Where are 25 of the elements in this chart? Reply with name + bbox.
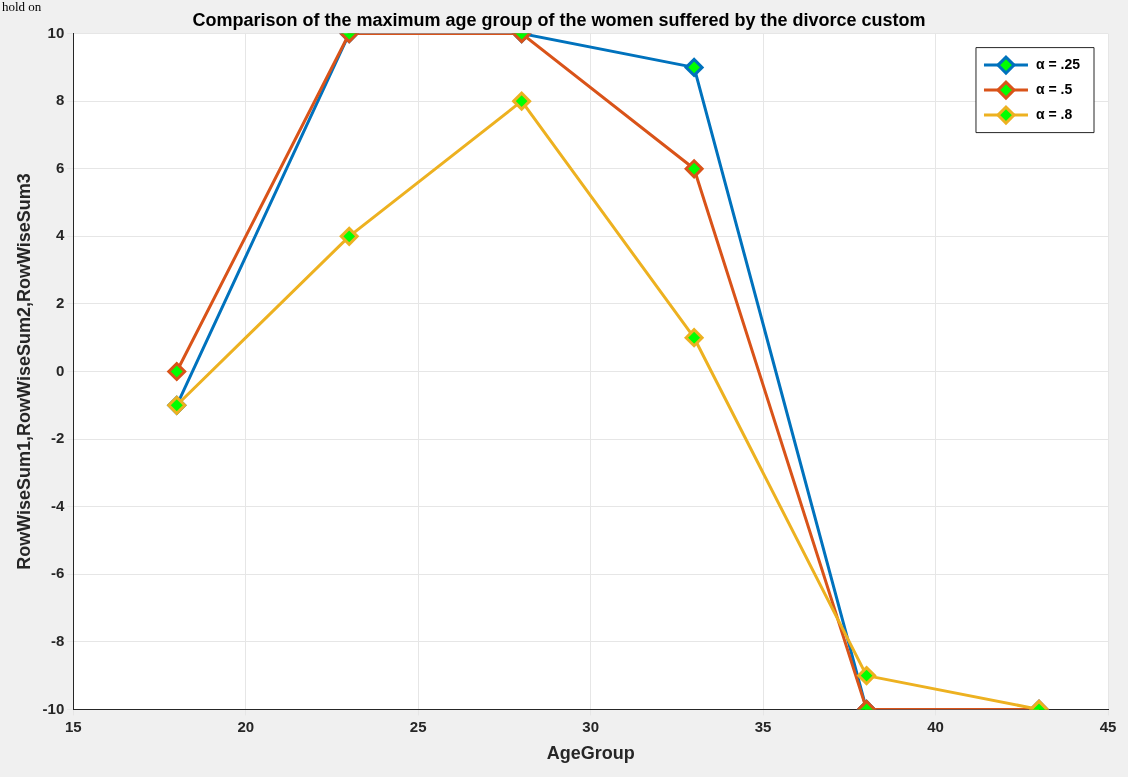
y-tick-label: -2 (50, 429, 65, 447)
y-tick-label: 6 (55, 158, 65, 176)
text: hold on (2, 0, 42, 14)
x-tick-label: 45 (1099, 717, 1117, 735)
x-tick-label: 30 (582, 717, 599, 735)
y-tick-label: 8 (55, 91, 65, 109)
y-tick-label: 2 (55, 294, 65, 312)
legend-label: α = .25 (1035, 55, 1081, 72)
y-tick-label: -8 (50, 631, 65, 649)
y-tick-label: 10 (47, 23, 65, 41)
y-axis-title: RowWiseSum1,RowWiseSum2,RowWiseSum3 (13, 173, 34, 570)
x-tick-label: 35 (754, 717, 772, 735)
x-tick-label: 15 (64, 717, 82, 735)
x-tick-label: 20 (237, 717, 255, 735)
y-tick-label: 0 (55, 361, 65, 379)
x-tick-label: 25 (409, 717, 427, 735)
x-tick-label: 40 (927, 717, 944, 735)
chart-title: Comparison of the maximum age group of the women suffered by the divorce custom (192, 9, 926, 30)
x-axis-title: AgeGroup (546, 743, 635, 764)
y-tick-label: -4 (50, 496, 65, 514)
y-tick-label: -6 (50, 564, 65, 582)
legend-label: α = .8 (1035, 105, 1073, 122)
legend-label: α = .5 (1035, 80, 1073, 97)
y-tick-label: 4 (55, 226, 65, 244)
y-tick-label: -10 (42, 699, 65, 717)
